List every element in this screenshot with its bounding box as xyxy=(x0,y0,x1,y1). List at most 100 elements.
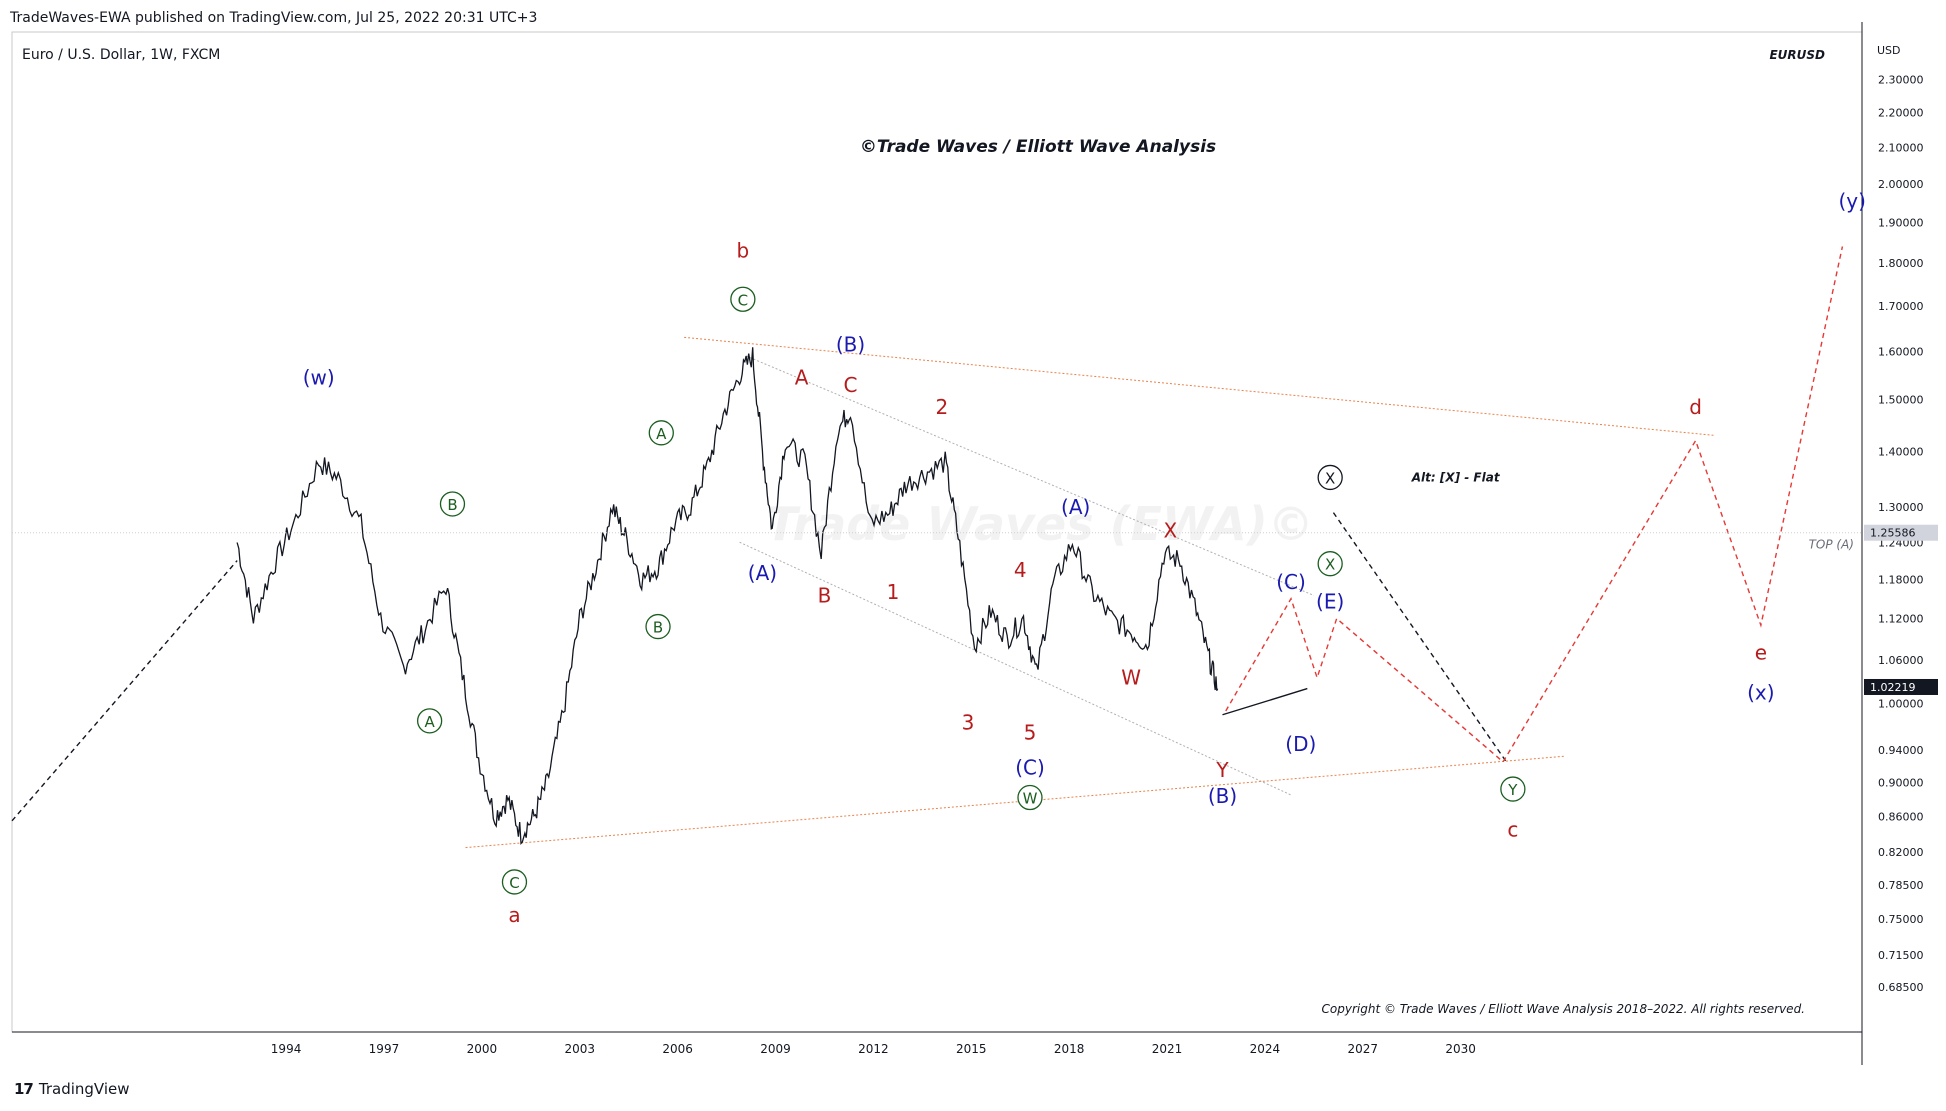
wave-label: (A) xyxy=(1061,495,1090,519)
wave-label-circle xyxy=(416,708,443,734)
grey-trendline[interactable] xyxy=(745,355,1315,596)
wave-label: (x) xyxy=(1747,680,1774,704)
y-tick-label: 2.30000 xyxy=(1878,73,1924,86)
y-tick-label: 1.12000 xyxy=(1878,613,1924,626)
wave-label: B xyxy=(447,496,457,514)
x-tick-label: 1997 xyxy=(369,1042,400,1056)
price-label: 1.25586 xyxy=(1870,527,1916,540)
wave-label-circle xyxy=(1317,464,1343,491)
wave-label-circle xyxy=(501,869,528,895)
grey-trendline[interactable] xyxy=(739,541,1292,796)
wave-label: 2 xyxy=(936,395,949,419)
wave-label: a xyxy=(508,903,520,927)
wave-label: (A) xyxy=(748,561,777,585)
y-tick-label: 1.70000 xyxy=(1878,300,1924,313)
wave-label-circle xyxy=(648,420,674,446)
wave-label: (D) xyxy=(1285,732,1316,756)
price-label-box xyxy=(1864,678,1938,695)
x-tick-label: 2021 xyxy=(1152,1042,1183,1056)
dash_black-projection[interactable] xyxy=(11,560,238,822)
wave-label: (y) xyxy=(1838,189,1865,213)
footer-brand[interactable]: TradingView xyxy=(38,1080,130,1098)
x-tick-label: 2030 xyxy=(1445,1042,1476,1056)
wave-label: X xyxy=(1163,518,1177,542)
x-tick-label: 1994 xyxy=(271,1042,302,1056)
price-label-box xyxy=(1864,524,1938,541)
wave-label: 3 xyxy=(962,710,975,734)
y-tick-label: 1.40000 xyxy=(1878,445,1924,458)
tradingview-logo-icon[interactable]: 17 xyxy=(14,1080,34,1098)
wave-label: X xyxy=(1325,556,1335,574)
wave-label: b xyxy=(737,239,750,263)
x-tick-label: 2015 xyxy=(956,1042,987,1056)
x-tick-label: 2018 xyxy=(1054,1042,1085,1056)
channel-trendline[interactable] xyxy=(684,336,1716,436)
dash_black-projection[interactable] xyxy=(1332,512,1507,763)
x-tick-label: 2024 xyxy=(1250,1042,1281,1056)
chart-title: ©Trade Waves / Elliott Wave Analysis xyxy=(860,137,1216,157)
currency-label: USD xyxy=(1877,44,1901,57)
y-tick-label: 1.50000 xyxy=(1878,394,1924,407)
wave-label: (E) xyxy=(1316,589,1344,613)
wave-label: 1 xyxy=(887,580,900,604)
wave-label-circle xyxy=(439,491,466,517)
wave-label: (C) xyxy=(1276,570,1306,594)
y-tick-label: 1.18000 xyxy=(1878,573,1924,586)
published-info: TradeWaves-EWA published on TradingView.… xyxy=(10,10,538,26)
wave-label: d xyxy=(1689,395,1702,419)
y-tick-label: 0.75000 xyxy=(1878,913,1924,926)
plot-area[interactable] xyxy=(11,31,1863,1033)
wave-label: (C) xyxy=(1015,756,1045,780)
y-tick-label: 2.00000 xyxy=(1878,178,1924,191)
solid-projection[interactable] xyxy=(1222,687,1308,716)
wave-label: (w) xyxy=(303,365,335,389)
y-tick-label: 2.20000 xyxy=(1878,107,1924,120)
x-tick-label: 2003 xyxy=(564,1042,595,1056)
y-tick-label: 0.82000 xyxy=(1878,846,1924,859)
wave-label-circle xyxy=(1017,784,1043,811)
y-tick-label: 1.80000 xyxy=(1878,257,1924,270)
wave-label: C xyxy=(738,291,748,309)
wave-label: Y xyxy=(1215,758,1229,782)
wave-label: A xyxy=(425,713,436,731)
wave-label: W xyxy=(1121,666,1141,690)
wave-label-circle xyxy=(645,613,671,640)
y-tick-label: 1.06000 xyxy=(1878,654,1924,667)
wave-note: Alt: [X] - Flat xyxy=(1411,470,1501,484)
wave-label-circle xyxy=(1317,551,1343,577)
price-series-line[interactable] xyxy=(236,347,1219,846)
x-tick-label: 2000 xyxy=(467,1042,498,1056)
x-tick-label: 2009 xyxy=(760,1042,791,1056)
wave-label-circle xyxy=(1500,776,1526,802)
symbol-label: EURUSD xyxy=(1769,48,1825,62)
y-tick-label: 0.68500 xyxy=(1878,981,1924,994)
y-tick-label: 2.10000 xyxy=(1878,142,1924,155)
watermark: Trade Waves (EWA)© xyxy=(766,497,1314,551)
wave-label: A xyxy=(656,425,667,443)
y-tick-label: 1.60000 xyxy=(1878,345,1924,358)
y-tick-label: 0.78500 xyxy=(1878,879,1924,892)
wave-label: (B) xyxy=(836,332,865,356)
wave-label: W xyxy=(1023,790,1038,808)
wave-label-circle xyxy=(730,286,756,312)
footer: 17 TradingView xyxy=(14,1080,130,1098)
wave-label: 4 xyxy=(1014,558,1027,582)
y-tick-label: 0.90000 xyxy=(1878,776,1924,789)
wave-label: 5 xyxy=(1024,720,1037,744)
y-tick-label: 1.90000 xyxy=(1878,216,1924,229)
wave-label: C xyxy=(509,874,519,892)
y-tick-label: 1.00000 xyxy=(1878,697,1924,710)
instrument-label: Euro / U.S. Dollar, 1W, FXCM xyxy=(22,47,220,63)
y-tick-label: 0.71500 xyxy=(1878,949,1924,962)
wave-label: Y xyxy=(1507,781,1518,799)
copyright-note: Copyright © Trade Waves / Elliott Wave A… xyxy=(1322,1002,1805,1016)
x-tick-label: 2012 xyxy=(858,1042,889,1056)
wave-label: (B) xyxy=(1208,784,1237,808)
price-label: 1.02219 xyxy=(1870,681,1916,694)
wave-label: A xyxy=(795,365,809,389)
y-tick-label: 1.30000 xyxy=(1878,501,1924,514)
price-label-caption: TOP (A) xyxy=(1809,538,1854,552)
wave-label: B xyxy=(653,619,663,637)
y-tick-label: 0.86000 xyxy=(1878,810,1924,823)
